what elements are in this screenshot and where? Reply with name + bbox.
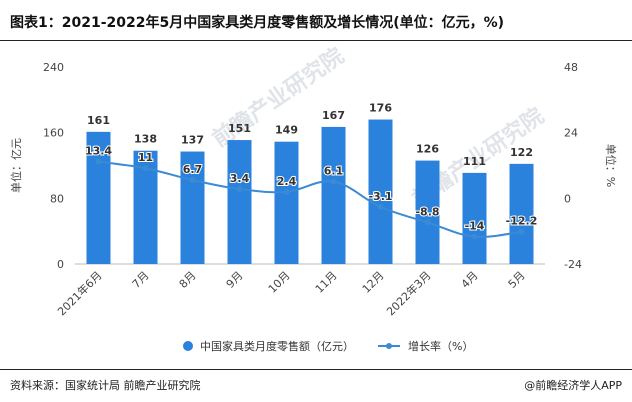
y-left-axis-title: 单位：亿元 — [9, 138, 23, 193]
source-note: 资料来源：国家统计局 前瞻产业研究院 — [10, 379, 201, 392]
x-tick-label: 10月 — [266, 269, 293, 296]
growth-point — [95, 158, 102, 165]
growth-line — [98, 160, 522, 238]
growth-value-label: 2.4 — [277, 175, 297, 188]
bar — [274, 141, 299, 264]
bar-value-label: 111 — [463, 155, 486, 168]
growth-value-label: -8.8 — [415, 205, 439, 218]
bar-value-label: 137 — [181, 134, 204, 147]
y-right-tick-label: 24 — [564, 127, 578, 140]
growth-point — [283, 188, 290, 195]
bar-value-label: 167 — [322, 109, 345, 122]
bar-value-label: 138 — [134, 133, 157, 146]
bar — [321, 126, 346, 264]
growth-value-label: 11 — [138, 151, 153, 164]
title-divider — [0, 40, 632, 41]
bar — [509, 163, 534, 264]
x-tick-label: 8月 — [177, 269, 199, 291]
bar — [368, 119, 393, 265]
x-tick-label: 7月 — [130, 269, 152, 291]
x-tick-label: 11月 — [313, 269, 340, 296]
growth-value-label: -14 — [465, 220, 485, 233]
legend-bar-label: 中国家具类月度零售额（亿元） — [200, 339, 354, 353]
growth-value-label: 6.7 — [183, 163, 203, 176]
x-tick-label: 2021年6月 — [54, 268, 104, 318]
bar-value-label: 126 — [416, 143, 439, 156]
growth-point — [424, 219, 431, 226]
legend-bar-swatch — [183, 341, 193, 351]
growth-value-label: 6.1 — [324, 165, 344, 178]
growth-point — [189, 177, 196, 184]
growth-point — [518, 228, 525, 235]
legend-line-label: 增长率（%） — [408, 339, 473, 353]
chart-title: 图表1：2021-2022年5月中国家具类月度零售额及增长情况(单位：亿元，%) — [10, 15, 505, 31]
y-right-tick-label: 0 — [564, 192, 571, 205]
bar — [180, 151, 205, 264]
bar-value-label: 176 — [369, 102, 392, 115]
y-right-tick-label: -24 — [564, 258, 582, 271]
y-right-axis-title: 单位：% — [604, 144, 618, 187]
growth-value-label: -12.2 — [506, 215, 538, 228]
footer-divider — [0, 369, 632, 370]
y-left-tick-label: 160 — [43, 127, 64, 140]
bar-value-label: 149 — [275, 124, 298, 137]
x-tick-label: 2022年3月 — [383, 268, 433, 318]
x-tick-label: 4月 — [459, 269, 481, 291]
growth-value-label: 3.4 — [230, 172, 250, 185]
growth-point — [142, 165, 149, 172]
y-left-tick-label: 240 — [43, 61, 64, 74]
x-tick-label: 12月 — [360, 269, 387, 296]
bar-value-label: 122 — [510, 146, 533, 159]
growth-value-label: 13.4 — [85, 145, 112, 158]
y-left-tick-label: 80 — [50, 192, 64, 205]
y-right-tick-label: 48 — [564, 61, 578, 74]
bar — [415, 160, 440, 264]
x-tick-label: 5月 — [506, 269, 528, 291]
growth-point — [377, 203, 384, 210]
legend-line-marker — [386, 343, 392, 349]
growth-point — [330, 178, 337, 185]
bar — [462, 172, 487, 264]
growth-value-label: -3.1 — [368, 190, 392, 203]
growth-point — [236, 186, 243, 193]
y-left-tick-label: 0 — [57, 258, 64, 271]
bar — [227, 140, 252, 264]
bar-value-label: 151 — [228, 122, 251, 135]
growth-point — [471, 233, 478, 240]
bar — [86, 131, 111, 264]
x-tick-label: 9月 — [224, 269, 246, 291]
brand-credit: @前瞻经济学人APP — [524, 379, 622, 392]
bar-value-label: 161 — [87, 114, 110, 127]
